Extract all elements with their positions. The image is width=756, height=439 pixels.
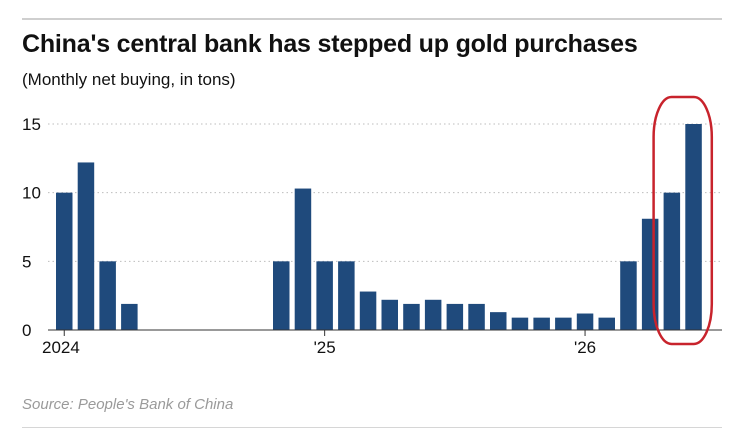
- bar: [533, 317, 550, 330]
- bar: [468, 303, 485, 330]
- bar: [641, 218, 659, 330]
- bar: [685, 124, 702, 330]
- bottom-rule: [22, 427, 722, 428]
- x-tick-label: '26: [574, 338, 596, 357]
- highlight-outline: [652, 95, 714, 346]
- bar: [99, 261, 116, 330]
- bar: [403, 303, 420, 330]
- bar: [446, 303, 464, 330]
- bar: [121, 303, 138, 330]
- bar: [511, 317, 529, 330]
- y-tick-label: 15: [22, 115, 41, 134]
- y-tick-label: 0: [22, 321, 31, 340]
- x-tick-label: '25: [314, 338, 336, 357]
- x-tick-label: 2024: [42, 338, 80, 357]
- bar: [56, 192, 73, 330]
- bar: [294, 188, 312, 330]
- bar: [598, 317, 615, 330]
- chart-title: China's central bank has stepped up gold…: [22, 30, 638, 58]
- bar: [576, 313, 594, 330]
- bar: [338, 261, 355, 330]
- bar: [316, 261, 333, 330]
- top-rule: [22, 18, 722, 20]
- bar: [359, 291, 377, 330]
- bar: [490, 312, 507, 330]
- bar: [663, 192, 681, 330]
- y-tick-label: 10: [22, 184, 41, 203]
- bar: [273, 261, 290, 330]
- bar: [381, 299, 398, 330]
- source-note: Source: People's Bank of China: [22, 396, 234, 413]
- y-tick-label: 5: [22, 252, 31, 271]
- bar: [620, 261, 637, 330]
- bar: [424, 299, 442, 330]
- bar: [77, 162, 95, 330]
- bar: [555, 317, 572, 330]
- chart-subtitle: (Monthly net buying, in tons): [22, 70, 236, 89]
